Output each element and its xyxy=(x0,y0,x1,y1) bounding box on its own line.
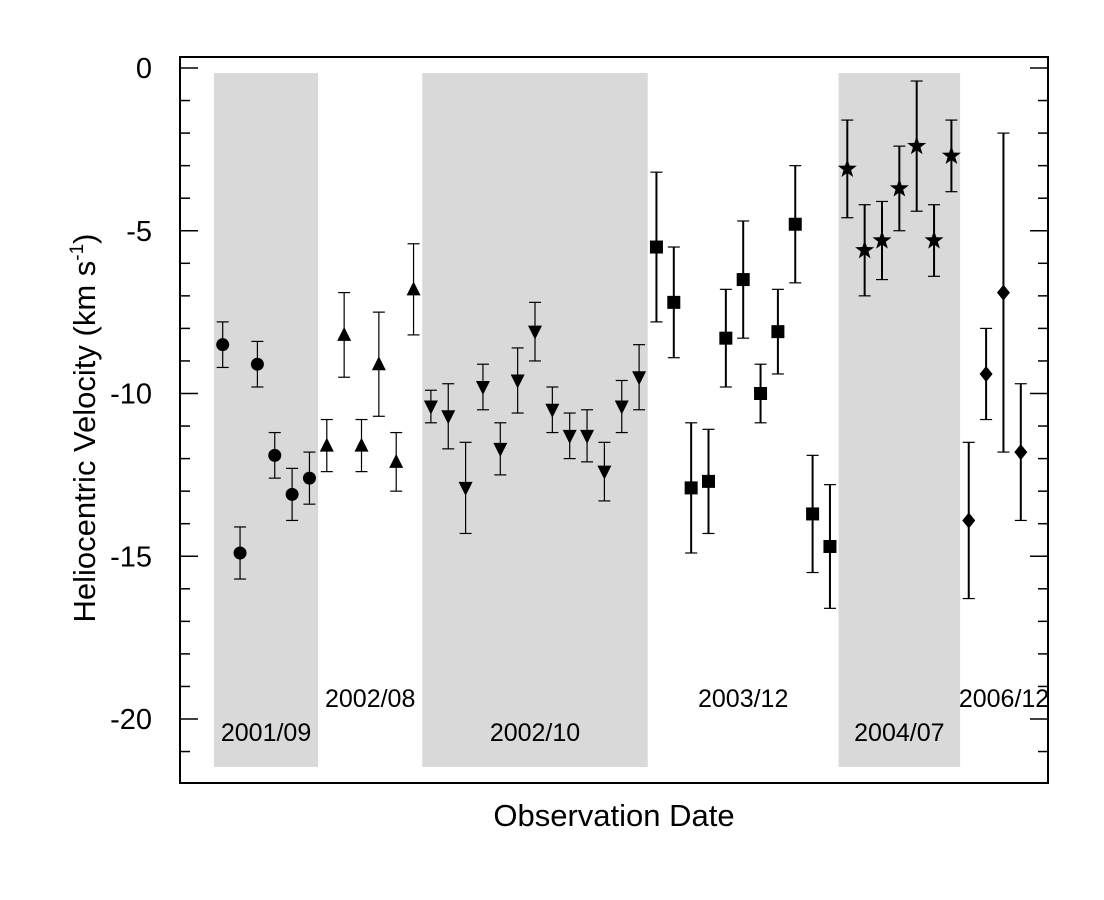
data-point-triangle-down xyxy=(475,380,490,395)
data-point-triangle-down xyxy=(493,442,508,457)
data-point-triangle-down xyxy=(423,400,438,415)
data-point-star xyxy=(924,230,944,249)
data-point-star xyxy=(872,230,892,249)
data-point-diamond xyxy=(962,512,976,529)
x-axis-label: Observation Date xyxy=(493,798,734,833)
data-point-square xyxy=(823,539,837,553)
data-point-square xyxy=(684,481,698,495)
data-point-square xyxy=(806,507,820,521)
y-axis-label-main: Heliocentric Velocity (km s xyxy=(67,261,102,623)
data-point-square xyxy=(754,387,768,400)
data-point-triangle-down xyxy=(528,325,542,340)
period-label-2002-08: 2002/08 xyxy=(325,685,415,713)
y-tick-label: 0 xyxy=(136,53,152,85)
data-point-square xyxy=(719,331,733,345)
data-point-diamond xyxy=(979,365,993,382)
data-point-square xyxy=(788,217,802,231)
y-axis-label-superscript: -1 xyxy=(67,244,88,261)
data-point-triangle-down xyxy=(614,400,629,415)
y-tick-label: -20 xyxy=(110,704,152,736)
period-label-2003-12: 2003/12 xyxy=(698,685,788,713)
shaded-band-2001-09 xyxy=(214,73,319,767)
data-point-triangle-up xyxy=(389,453,404,468)
data-point-triangle-down xyxy=(545,403,560,418)
data-point-triangle-down xyxy=(562,429,577,444)
period-label-2002-10: 2002/10 xyxy=(490,719,580,747)
data-point-circle xyxy=(216,338,230,352)
data-point-square xyxy=(736,273,750,287)
data-point-triangle-up xyxy=(371,356,386,371)
data-point-triangle-down xyxy=(441,410,456,425)
data-point-diamond xyxy=(1014,444,1028,461)
shaded-bands xyxy=(214,73,961,767)
data-point-triangle-up xyxy=(354,437,369,452)
data-point-circle xyxy=(250,357,264,371)
data-point-triangle-down xyxy=(597,465,612,480)
data-point-triangle-down xyxy=(510,374,525,389)
shaded-band-2002-10 xyxy=(422,73,648,767)
data-point-square xyxy=(649,240,663,254)
data-point-triangle-down xyxy=(632,371,647,386)
data-point-diamond xyxy=(996,284,1010,301)
y-axis-label-close: ) xyxy=(67,233,102,243)
data-point-square xyxy=(771,325,785,339)
data-point-triangle-down xyxy=(458,481,473,496)
axis-ticks xyxy=(180,67,1048,753)
data-point-triangle-up xyxy=(337,326,352,341)
data-point-triangle-up xyxy=(406,281,421,296)
data-point-circle xyxy=(302,471,316,485)
data-point-star xyxy=(837,158,857,177)
data-point-circle xyxy=(233,546,247,560)
data-markers xyxy=(216,136,1028,560)
data-point-star xyxy=(907,136,927,155)
period-label-2006-12: 2006/12 xyxy=(959,685,1049,713)
period-label-2001-09: 2001/09 xyxy=(221,719,311,747)
y-tick-label: -10 xyxy=(110,379,152,411)
data-point-star xyxy=(941,145,961,164)
data-point-circle xyxy=(285,487,299,501)
y-tick-label: -5 xyxy=(126,216,152,248)
data-point-triangle-down xyxy=(580,429,595,444)
data-point-star xyxy=(889,178,909,197)
data-point-square xyxy=(702,474,715,488)
plot-frame xyxy=(179,56,1049,784)
data-point-circle xyxy=(268,448,282,462)
y-axis-label: Heliocentric Velocity (km s-1) xyxy=(67,233,102,622)
data-point-star xyxy=(855,240,875,259)
period-labels: 2001/09 2002/08 2002/10 2003/12 2004/07 2006/… xyxy=(221,685,1049,747)
y-tick-labels: 0 -5 -10 -15 -20 xyxy=(110,53,152,736)
period-label-2004-07: 2004/07 xyxy=(854,719,944,747)
y-tick-label: -15 xyxy=(110,541,152,573)
data-point-triangle-up xyxy=(319,437,334,452)
data-point-square xyxy=(667,295,681,309)
